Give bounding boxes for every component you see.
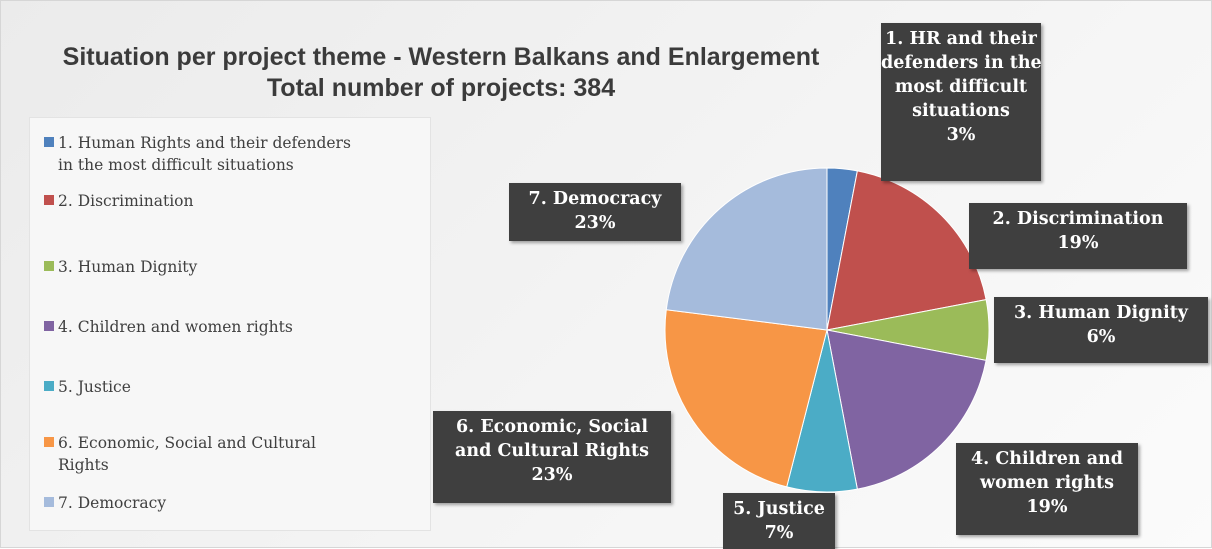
data-label-category: 4. Children and (970, 449, 1123, 469)
data-label-category: defenders in the (881, 53, 1042, 73)
chart-subtitle: Total number of projects: 384 (266, 74, 616, 102)
data-label-category: 5. Justice (733, 499, 825, 519)
data-label-percent: 19% (1057, 233, 1099, 253)
chart-title: Situation per project theme - Western Ba… (62, 43, 820, 71)
legend-swatch (44, 497, 54, 507)
legend-label: 1. Human Rights and their defenders in th… (58, 132, 351, 176)
legend-swatch (44, 437, 54, 447)
legend-swatch (44, 261, 54, 271)
data-label-category: 1. HR and their (885, 29, 1037, 49)
pie-slice (826, 170, 987, 331)
data-label: 6. Economic, Social and Cultural Rights 23… (433, 411, 671, 503)
legend-label-line: 6. Economic, Social and Cultural (58, 434, 316, 452)
data-label-category: most difficult (894, 77, 1028, 97)
data-label-percent: 23% (531, 465, 573, 485)
data-label: 1. HR and their defenders in the most diff… (881, 23, 1042, 181)
data-label: 4. Children and women rights 19% (956, 443, 1138, 535)
legend-label-line: 2. Discrimination (58, 192, 194, 210)
legend-label: 3. Human Dignity (58, 256, 197, 278)
legend-label: 5. Justice (58, 376, 131, 398)
pie-slice (826, 329, 987, 490)
data-label-category: 3. Human Dignity (1014, 303, 1188, 323)
legend-label-line: in the most difficult situations (58, 156, 294, 174)
data-label: 5. Justice 7% (723, 493, 835, 549)
legend-label-line: 3. Human Dignity (58, 258, 198, 276)
legend-label-line: 4. Children and women rights (58, 318, 293, 336)
legend: 1. Human Rights and their defenders in th… (29, 117, 431, 531)
data-label-percent: 6% (1086, 327, 1116, 347)
data-label-category: 2. Discrimination (992, 209, 1164, 229)
data-label-percent: 19% (1026, 497, 1068, 517)
legend-label: 6. Economic, Social and Cultural Rights (58, 432, 316, 476)
legend-label: 7. Democracy (58, 492, 166, 514)
pie-slice (664, 309, 828, 488)
legend-swatch (44, 195, 54, 205)
data-label: 3. Human Dignity 6% (994, 297, 1208, 363)
data-label-category: and Cultural Rights (455, 441, 649, 461)
legend-label-line: 5. Justice (58, 378, 131, 396)
legend-label-line: 7. Democracy (58, 494, 167, 512)
data-label-category: women rights (980, 473, 1114, 493)
data-label-category: situations (912, 101, 1010, 121)
legend-label: 4. Children and women rights (58, 316, 293, 338)
pie-slice (665, 167, 828, 331)
legend-label: 2. Discrimination (58, 190, 193, 212)
data-label: 2. Discrimination 19% (969, 203, 1187, 269)
legend-swatch (44, 321, 54, 331)
legend-swatch (44, 137, 54, 147)
data-label-percent: 3% (946, 125, 976, 145)
data-label-category: 7. Democracy (528, 189, 662, 209)
data-label-category: 6. Economic, Social (455, 417, 649, 437)
legend-label-line: Rights (58, 456, 109, 474)
data-label-percent: 7% (764, 523, 794, 543)
legend-swatch (44, 381, 54, 391)
legend-label-line: 1. Human Rights and their defenders (58, 134, 351, 152)
data-label: 7. Democracy 23% (509, 183, 681, 241)
data-label-percent: 23% (574, 213, 616, 233)
